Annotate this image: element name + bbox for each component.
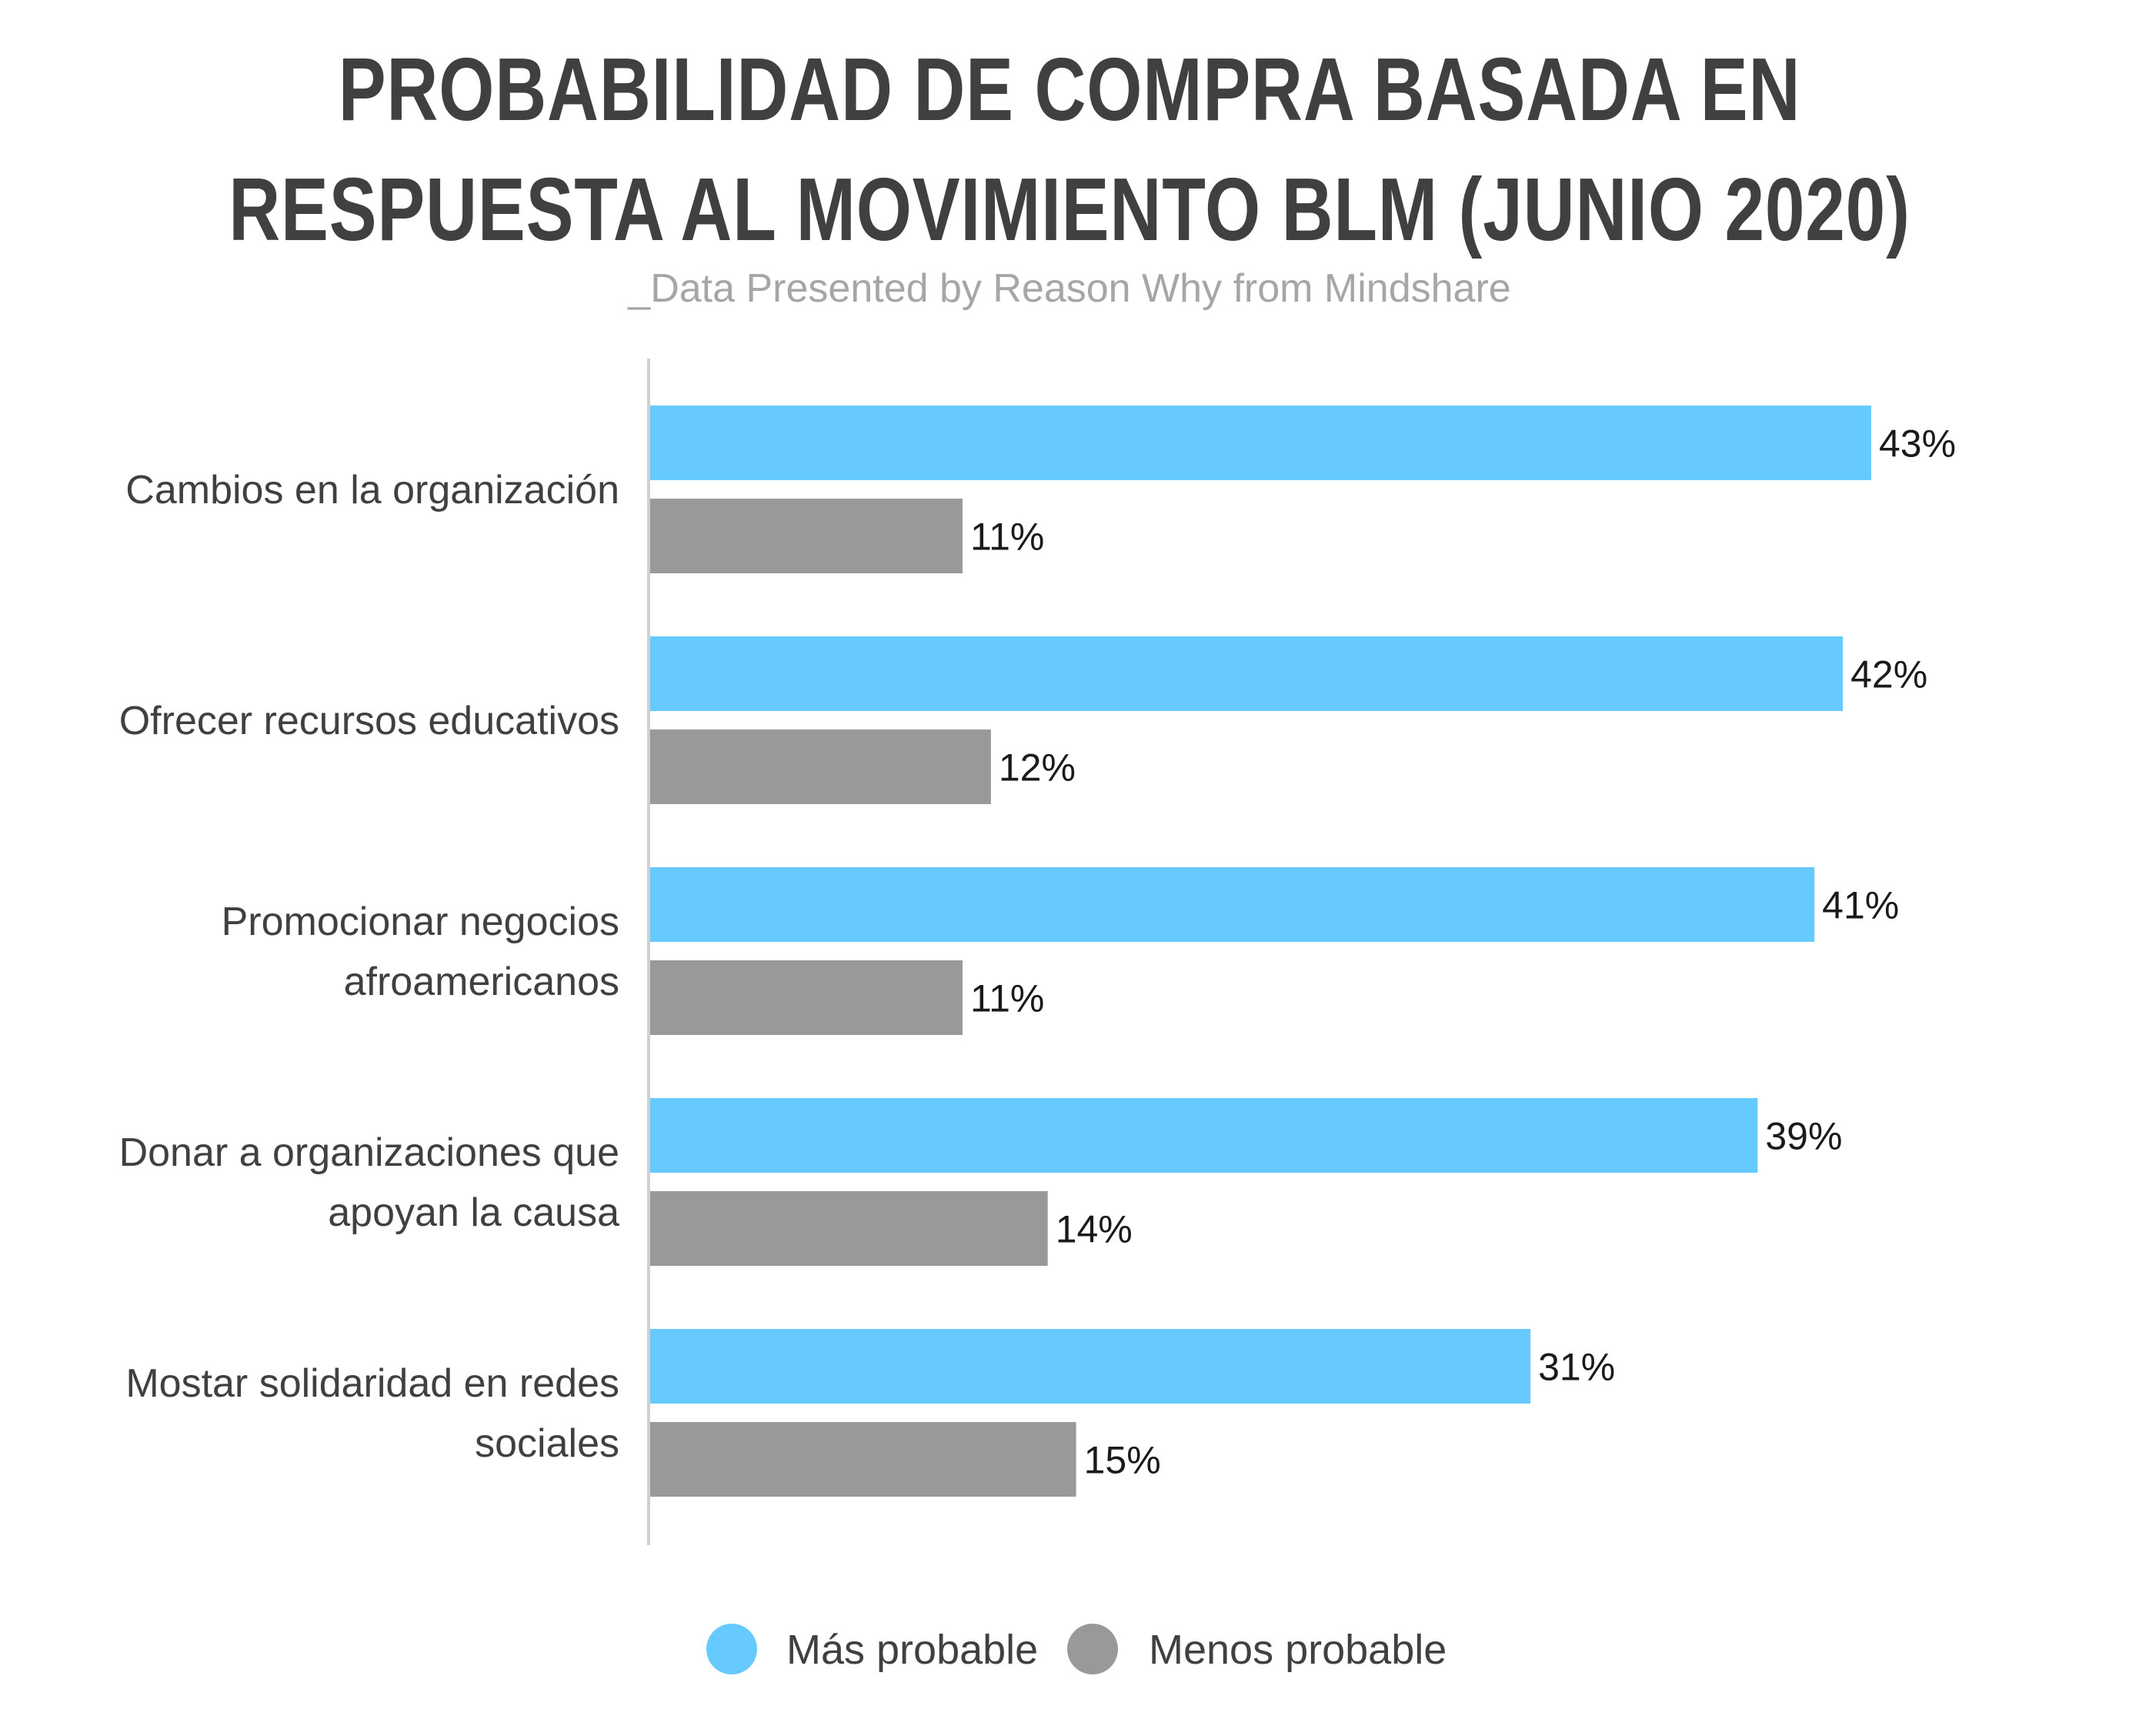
category-label: Donar a organizaciones que apoyan la caus…: [119, 1130, 620, 1235]
legend-label-mas-probable: Más probable: [786, 1627, 1038, 1673]
category-label-line: Promocionar negocios: [222, 900, 619, 944]
bar-mas-probable: [650, 1098, 1758, 1173]
chart-title: PROBABILIDAD DE COMPRA BASADA EN RESPUES…: [214, 29, 1925, 269]
category-label-line: Mostar solidaridad en redes: [125, 1361, 619, 1406]
category-label-line: sociales: [475, 1421, 619, 1466]
data-label: 41%: [1822, 884, 1899, 927]
category-label: Promocionar negocios afroamericanos: [222, 900, 619, 1004]
data-label: 12%: [999, 746, 1076, 790]
data-label: 43%: [1879, 422, 1956, 466]
bar-menos-probable: [650, 499, 963, 573]
data-label: 31%: [1538, 1346, 1615, 1389]
legend-marker-mas-probable: [706, 1624, 757, 1674]
chart-title-line-2: RESPUESTA AL MOVIMIENTO BLM (JUNIO 2020): [229, 159, 1910, 259]
data-label: 14%: [1056, 1208, 1133, 1251]
category-label-line: Cambios en la organización: [125, 468, 619, 512]
bar-mas-probable: [650, 636, 1844, 711]
bar-menos-probable: [650, 1422, 1076, 1497]
category-label: Cambios en la organización: [125, 468, 619, 512]
data-label: 11%: [970, 977, 1044, 1020]
data-label: 11%: [970, 516, 1044, 559]
bar-mas-probable: [650, 406, 1871, 480]
legend-marker-menos-probable: [1067, 1624, 1118, 1674]
data-label: 15%: [1084, 1439, 1161, 1482]
bars-layer: [650, 406, 1871, 1497]
category-label-line: Donar a organizaciones que: [119, 1130, 619, 1175]
category-label: Ofrecer recursos educativos: [119, 699, 619, 743]
bar-menos-probable: [650, 1191, 1048, 1266]
legend: Más probable Menos probable: [706, 1624, 1447, 1674]
bar-menos-probable: [650, 960, 963, 1035]
category-label-line: Ofrecer recursos educativos: [119, 699, 619, 743]
labels-layer: Cambios en la organización 43% 11% Ofrecer …: [119, 422, 1957, 1482]
category-label: Mostar solidaridad en redes sociales: [125, 1361, 619, 1466]
data-label: 39%: [1765, 1115, 1842, 1158]
chart-subtitle: _Data Presented by Reason Why from Minds…: [628, 266, 1511, 311]
category-label-line: apoyan la causa: [328, 1190, 619, 1235]
bar-mas-probable: [650, 1329, 1531, 1404]
bar-mas-probable: [650, 867, 1815, 942]
chart-title-line-1: PROBABILIDAD DE COMPRA BASADA EN: [338, 39, 1801, 139]
bar-menos-probable: [650, 729, 991, 804]
data-label: 42%: [1850, 653, 1927, 696]
category-label-line: afroamericanos: [344, 960, 619, 1004]
legend-label-menos-probable: Menos probable: [1149, 1627, 1447, 1673]
